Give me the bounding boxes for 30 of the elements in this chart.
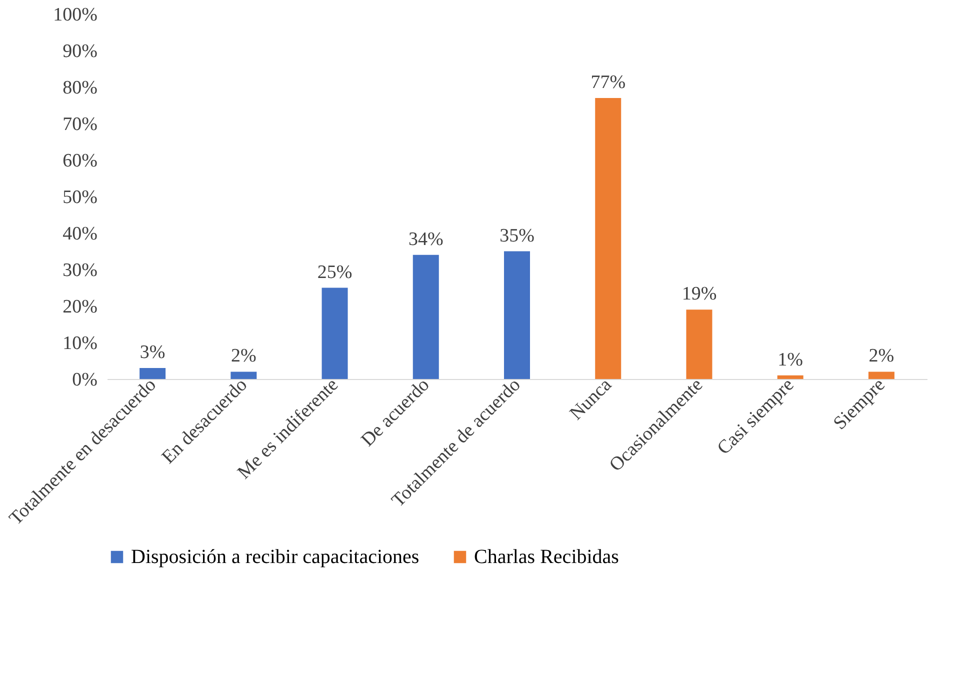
y-tick-label: 50% <box>62 187 98 208</box>
data-label: 77% <box>590 72 626 93</box>
legend-label: Charlas Recibidas <box>474 546 620 568</box>
bar <box>595 98 622 379</box>
data-label: 3% <box>140 342 166 364</box>
y-tick-label: 40% <box>62 224 98 244</box>
bar <box>140 368 166 379</box>
bar <box>412 254 439 379</box>
bar <box>868 372 894 379</box>
data-label: 2% <box>231 346 257 367</box>
data-label: 2% <box>868 346 894 367</box>
y-tick-label: 30% <box>62 260 98 281</box>
y-tick-label: 80% <box>62 78 98 98</box>
y-tick-label: 60% <box>62 150 98 172</box>
bar <box>686 310 712 379</box>
legend-label: Disposición a recibir capacitaciones <box>131 546 420 568</box>
data-label: 1% <box>778 349 804 370</box>
y-tick-label: 70% <box>62 114 98 135</box>
data-label: 34% <box>408 228 444 250</box>
y-tick-label: 100% <box>53 4 98 26</box>
bar <box>777 375 804 379</box>
y-tick-label: 20% <box>62 296 98 318</box>
bar <box>504 251 530 379</box>
data-label: 25% <box>317 262 352 283</box>
data-label: 35% <box>500 225 535 246</box>
data-label: 19% <box>682 284 717 305</box>
y-tick-label: 90% <box>62 41 98 62</box>
bar <box>230 372 257 379</box>
bar <box>322 288 348 379</box>
y-tick-label: 10% <box>62 333 98 354</box>
